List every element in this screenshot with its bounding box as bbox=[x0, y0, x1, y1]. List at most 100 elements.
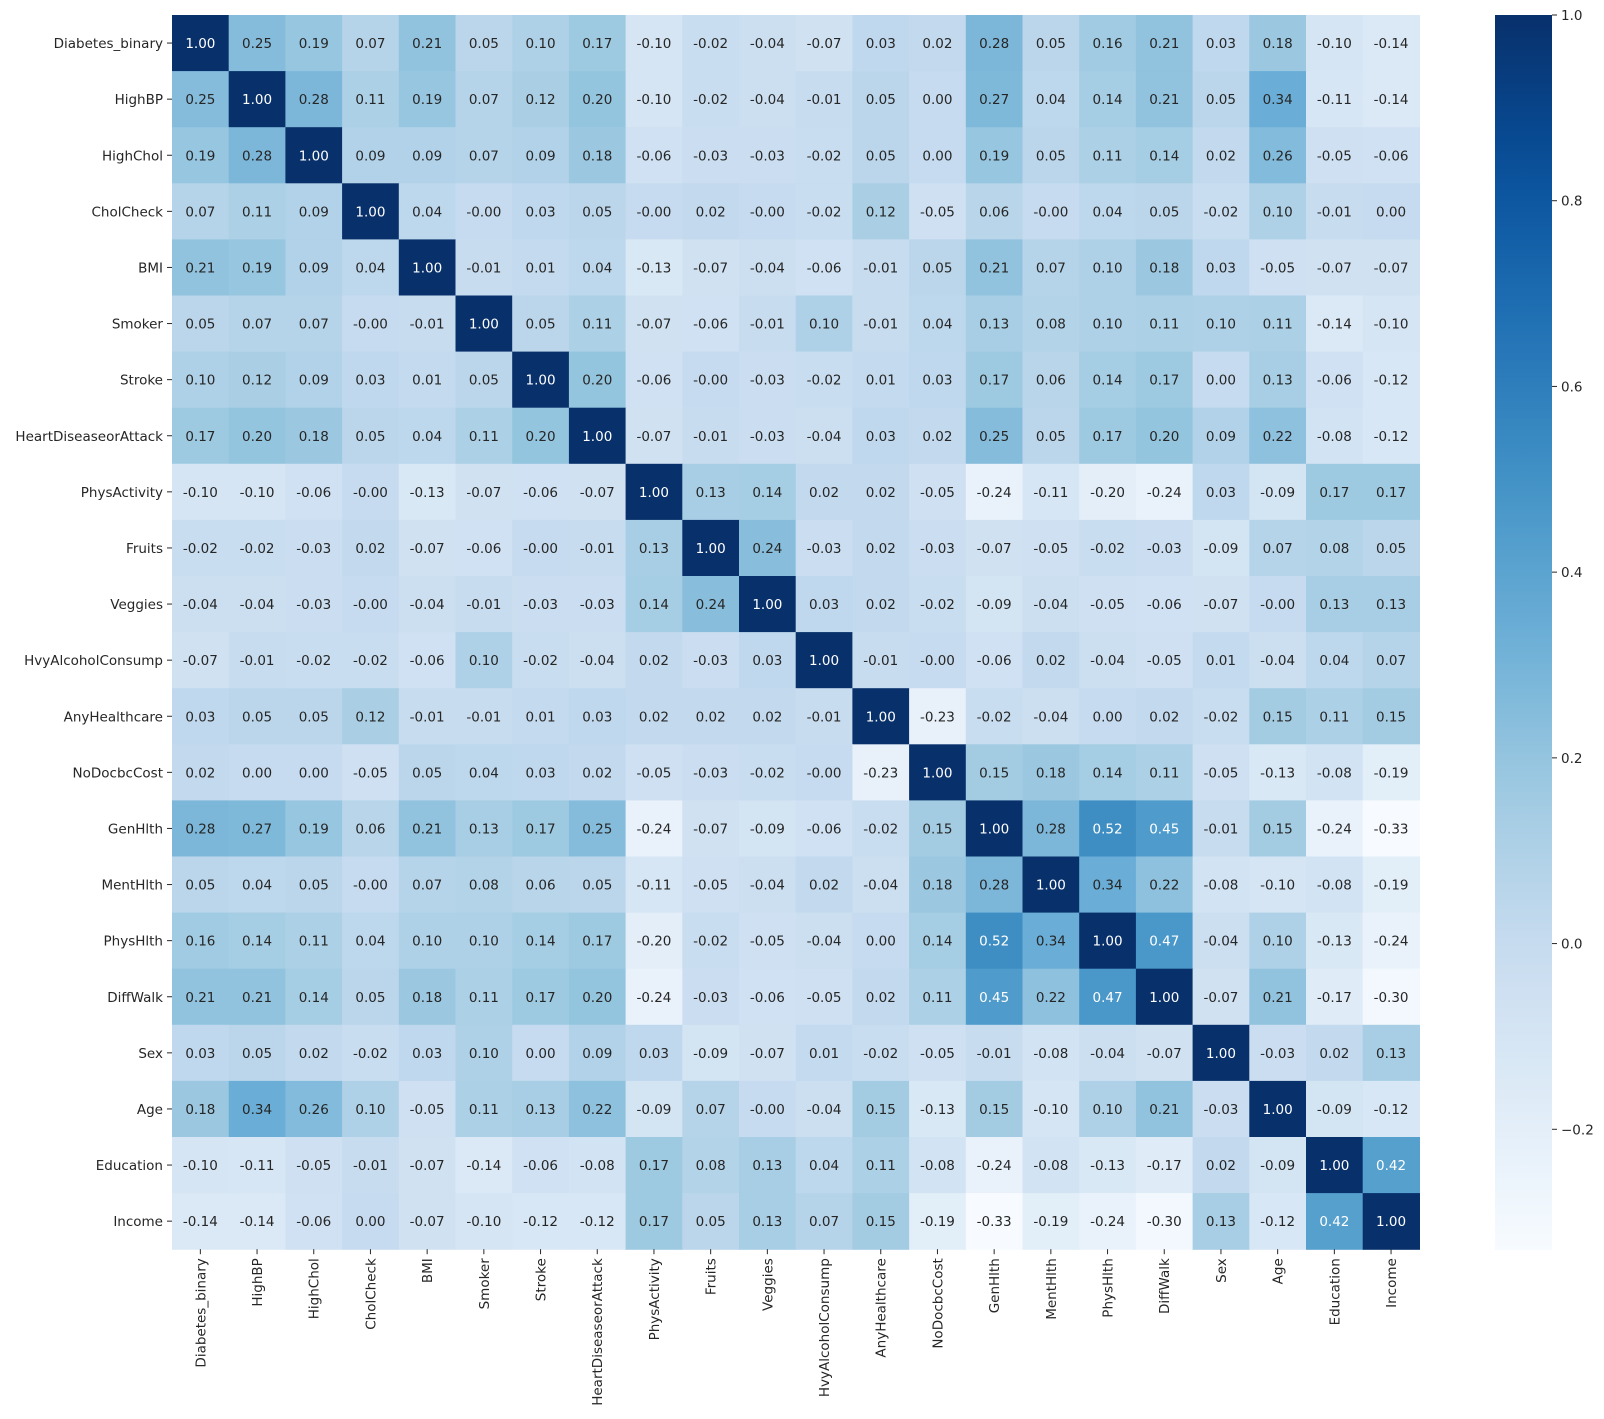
heatmap-cell bbox=[909, 744, 967, 801]
heatmap-cell bbox=[228, 15, 286, 72]
heatmap-cell-label: -0.03 bbox=[1203, 1102, 1238, 1118]
heatmap-cell-label: 0.02 bbox=[866, 485, 896, 501]
heatmap-cell-label: -0.10 bbox=[636, 92, 671, 108]
heatmap-cell bbox=[1079, 1193, 1137, 1250]
heatmap-cell bbox=[1306, 295, 1364, 353]
heatmap-cell-label: -0.10 bbox=[1317, 36, 1352, 52]
heatmap-cell bbox=[568, 519, 627, 577]
heatmap-cell-label: -0.07 bbox=[580, 485, 615, 501]
heatmap-cell bbox=[512, 183, 570, 240]
heatmap-cell bbox=[739, 856, 797, 914]
heatmap-cell bbox=[1022, 688, 1080, 745]
heatmap-cell bbox=[1362, 183, 1420, 240]
heatmap-cell-label: -0.05 bbox=[1147, 653, 1182, 669]
heatmap-cell bbox=[1249, 968, 1307, 1026]
heatmap-cell bbox=[909, 71, 967, 128]
heatmap-cell-label: -0.09 bbox=[1317, 1102, 1352, 1118]
heatmap-cell-label: 0.05 bbox=[299, 709, 329, 725]
heatmap-cell-label: -0.07 bbox=[466, 485, 501, 501]
heatmap-cell-label: 0.19 bbox=[299, 36, 329, 52]
heatmap-cell-label: 0.02 bbox=[809, 485, 839, 501]
heatmap-cell bbox=[342, 968, 400, 1026]
heatmap-cell-label: -0.09 bbox=[750, 821, 785, 837]
heatmap-cell bbox=[512, 912, 570, 970]
heatmap-cell bbox=[172, 576, 230, 633]
heatmap-cell bbox=[852, 519, 910, 577]
heatmap-cell bbox=[455, 519, 513, 577]
colorbar: −0.2 0.0 0.2 0.4 0.6 0.8 1.0 bbox=[1495, 8, 1594, 1250]
heatmap-cell bbox=[1306, 1137, 1364, 1194]
heatmap-cell-label: 0.13 bbox=[1206, 1214, 1236, 1230]
heatmap-cell-label: 0.26 bbox=[1263, 148, 1293, 164]
heatmap-cell-label: 0.03 bbox=[355, 373, 385, 389]
heatmap-cell-label: 0.22 bbox=[582, 1102, 612, 1118]
heatmap-cell-label: 0.02 bbox=[1319, 1046, 1349, 1062]
heatmap-cell-label: -0.04 bbox=[240, 597, 275, 613]
heatmap-cell-label: -0.02 bbox=[863, 821, 898, 837]
heatmap-cell-label: -0.02 bbox=[1203, 204, 1238, 220]
heatmap-cell bbox=[852, 407, 910, 465]
heatmap-cell bbox=[1306, 744, 1364, 801]
heatmap-cell bbox=[1135, 1024, 1194, 1082]
heatmap-cell-label: 0.07 bbox=[1263, 541, 1293, 557]
heatmap-cell-label: 0.28 bbox=[185, 821, 215, 837]
heatmap-cell bbox=[342, 519, 400, 577]
heatmap-cell bbox=[228, 1193, 286, 1250]
heatmap-cell bbox=[682, 632, 740, 689]
heatmap-cell-label: -0.24 bbox=[1317, 821, 1352, 837]
heatmap-cell bbox=[342, 127, 400, 184]
heatmap-cell-label: -0.12 bbox=[1374, 429, 1409, 445]
heatmap-cell bbox=[1022, 407, 1080, 465]
heatmap-cell-label: 0.20 bbox=[242, 429, 272, 445]
heatmap-cell-label: -0.03 bbox=[920, 541, 955, 557]
heatmap-cell-label: 1.00 bbox=[1376, 1214, 1406, 1230]
heatmap-cell bbox=[342, 856, 400, 914]
heatmap-cell bbox=[852, 1137, 910, 1194]
heatmap-cell-label: 0.25 bbox=[979, 429, 1009, 445]
heatmap-cell-label: 0.03 bbox=[1206, 260, 1236, 276]
heatmap-cell-label: 0.14 bbox=[526, 934, 556, 950]
colorbar-tick-label: 0.0 bbox=[1561, 937, 1582, 953]
heatmap-cell bbox=[1192, 576, 1250, 633]
heatmap-cell bbox=[512, 15, 570, 72]
heatmap-cell-label: 0.02 bbox=[1206, 148, 1236, 164]
heatmap-cell bbox=[625, 71, 683, 128]
heatmap-cell-label: -0.02 bbox=[863, 1046, 898, 1062]
heatmap-cell-label: 0.17 bbox=[582, 36, 612, 52]
y-tick-label: HighChol bbox=[102, 148, 163, 164]
heatmap-cell bbox=[342, 407, 400, 465]
heatmap-cell-label: 0.15 bbox=[866, 1214, 896, 1230]
heatmap-cell bbox=[285, 127, 343, 184]
heatmap-cell bbox=[228, 800, 286, 858]
heatmap-cell-label: 0.17 bbox=[1376, 485, 1406, 501]
heatmap-cell bbox=[739, 968, 797, 1026]
heatmap-cell-label: -0.24 bbox=[1090, 1214, 1125, 1230]
heatmap-cell bbox=[909, 295, 967, 353]
heatmap-cell bbox=[682, 519, 740, 577]
heatmap-cell bbox=[342, 1193, 400, 1250]
heatmap-cell-label: 0.05 bbox=[1036, 148, 1066, 164]
heatmap-cell bbox=[568, 183, 627, 240]
heatmap-cell bbox=[1135, 632, 1194, 689]
heatmap-cell-label: 0.17 bbox=[1319, 485, 1349, 501]
heatmap-cell-label: -0.04 bbox=[1090, 1046, 1125, 1062]
heatmap-cell-label: -0.06 bbox=[636, 148, 671, 164]
heatmap-cell bbox=[455, 688, 513, 745]
heatmap-cell-label: -0.13 bbox=[1260, 765, 1295, 781]
heatmap-cell-label: 0.05 bbox=[185, 317, 215, 333]
heatmap-cell bbox=[739, 576, 797, 633]
heatmap-cell-label: -0.01 bbox=[466, 597, 501, 613]
heatmap-cell-label: 0.00 bbox=[922, 92, 952, 108]
heatmap-cell bbox=[795, 71, 853, 128]
heatmap-cell bbox=[228, 856, 286, 914]
heatmap-cell-label: -0.03 bbox=[750, 429, 785, 445]
heatmap-cell bbox=[739, 744, 797, 801]
heatmap-cell-label: -0.10 bbox=[1374, 317, 1409, 333]
heatmap-cell bbox=[1249, 576, 1307, 633]
heatmap-cell-label: 1.00 bbox=[922, 765, 952, 781]
heatmap-cell-label: 0.18 bbox=[412, 990, 442, 1006]
x-tick-label: HvyAlcoholConsump bbox=[817, 1258, 833, 1397]
heatmap-cell-label: -0.14 bbox=[466, 1158, 501, 1174]
heatmap-cell-label: -0.06 bbox=[466, 541, 501, 557]
heatmap-cell bbox=[1192, 127, 1250, 184]
